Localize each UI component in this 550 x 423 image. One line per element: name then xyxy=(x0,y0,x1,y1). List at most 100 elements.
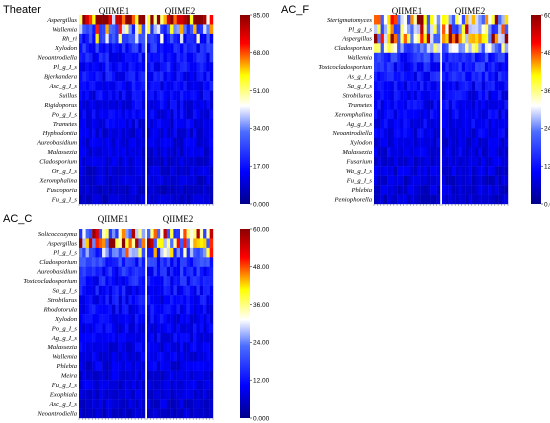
heatmap-cell xyxy=(118,185,123,195)
heatmap-cell xyxy=(471,71,476,82)
heatmap-cell xyxy=(442,109,446,120)
heatmap-cell xyxy=(451,52,456,63)
heatmap-cell xyxy=(131,52,136,63)
heatmap-cell xyxy=(118,137,123,148)
heatmap-cell xyxy=(160,147,164,157)
heatmap-cell xyxy=(203,229,207,239)
heatmap-cell xyxy=(390,100,394,110)
heatmap-cell xyxy=(186,118,191,129)
heatmap-cell xyxy=(209,90,214,101)
heatmap-cell xyxy=(183,33,187,44)
heatmap-cell xyxy=(397,166,401,176)
heatmap-cell xyxy=(138,166,142,176)
heatmap-cell xyxy=(380,166,385,176)
heatmap-cell xyxy=(82,257,86,267)
heatmap-cell xyxy=(180,175,184,186)
heatmap-cell xyxy=(193,71,197,82)
heatmap-cell xyxy=(141,314,146,324)
heatmap-cell xyxy=(156,351,161,362)
heatmap-cell xyxy=(390,43,394,53)
heatmap-cell xyxy=(387,156,391,167)
heatmap-cell xyxy=(189,238,194,249)
heatmap-cell xyxy=(413,166,418,176)
heatmap-cell xyxy=(193,276,197,286)
heatmap-cell xyxy=(199,71,204,82)
heatmap-cell xyxy=(115,276,119,286)
heatmap-cell xyxy=(380,62,385,72)
heatmap-cell xyxy=(163,81,167,91)
heatmap-cell xyxy=(455,33,459,44)
heatmap-cell xyxy=(85,81,90,91)
heatmap-cell xyxy=(92,81,96,91)
heatmap-cell xyxy=(387,24,391,35)
heatmap-cell xyxy=(170,81,174,91)
heatmap-cell xyxy=(416,156,421,167)
heatmap-cell xyxy=(387,166,391,176)
heatmap-cell xyxy=(468,194,472,205)
heatmap-cell xyxy=(85,304,90,315)
heatmap-cell xyxy=(206,118,210,129)
heatmap-cell xyxy=(193,389,197,400)
heatmap-cell xyxy=(105,399,109,409)
heatmap-cell xyxy=(442,90,446,101)
heatmap-cell xyxy=(390,62,394,72)
heatmap-cell xyxy=(147,257,151,267)
heatmap-cell xyxy=(468,71,472,82)
heatmap-cell xyxy=(501,185,505,195)
heatmap-cell xyxy=(209,238,214,249)
heatmap-cell xyxy=(121,314,126,324)
heatmap-cell xyxy=(92,323,96,334)
heatmap-cell xyxy=(153,323,158,334)
heatmap-cell xyxy=(501,118,505,129)
heatmap-cell xyxy=(426,52,431,63)
heatmap-cell xyxy=(156,323,161,334)
heatmap-cell xyxy=(82,408,86,419)
heatmap-cell xyxy=(426,62,431,72)
heatmap-cell xyxy=(128,389,132,400)
heatmap-cell xyxy=(170,314,174,324)
heatmap-cell xyxy=(475,156,479,167)
heatmap-cell xyxy=(380,100,385,110)
heatmap-cell xyxy=(458,118,462,129)
heatmap-cell xyxy=(176,166,181,176)
heatmap-cell xyxy=(95,175,99,186)
heatmap-cell xyxy=(170,90,174,101)
heatmap-cell xyxy=(189,266,194,277)
heatmap-cell xyxy=(102,370,106,381)
heatmap-cell xyxy=(170,109,174,120)
heatmap-cell xyxy=(498,156,502,167)
heatmap-cell xyxy=(465,147,469,157)
heatmap-cell xyxy=(488,166,492,176)
heatmap-cell xyxy=(393,128,398,139)
row-label: Wa_g_I_s xyxy=(346,168,373,175)
heatmap-cell xyxy=(170,185,174,195)
heatmap-cell xyxy=(193,156,197,167)
heatmap-cell xyxy=(112,370,116,381)
heatmap-cell xyxy=(112,71,116,82)
heatmap-cell xyxy=(121,90,126,101)
heatmap-cell xyxy=(118,370,123,381)
heatmap-cell xyxy=(193,229,197,239)
heatmap-cell xyxy=(115,175,119,186)
heatmap-cell xyxy=(494,109,499,120)
heatmap-cell xyxy=(147,370,151,381)
heatmap-cell xyxy=(112,361,116,371)
heatmap-cell xyxy=(199,109,204,120)
heatmap-cell xyxy=(118,295,123,305)
heatmap-cell xyxy=(209,52,214,63)
heatmap-cell xyxy=(121,71,126,82)
heatmap-cell xyxy=(166,342,171,353)
heatmap-cell xyxy=(481,128,486,139)
heatmap-cell xyxy=(403,15,408,25)
heatmap-cell xyxy=(423,15,427,25)
row-labels: AspergillusWallemiaRh_riXylodonNeoantrod… xyxy=(36,17,78,204)
heatmap-cell xyxy=(112,156,116,167)
heatmap-cell xyxy=(481,62,486,72)
heatmap-cell xyxy=(430,81,434,91)
heatmap-cell xyxy=(501,43,505,53)
heatmap-cell xyxy=(82,238,86,249)
heatmap-cell xyxy=(125,43,129,53)
heatmap-cell xyxy=(135,323,139,334)
heatmap-cell xyxy=(416,81,421,91)
heatmap-cell xyxy=(400,147,404,157)
